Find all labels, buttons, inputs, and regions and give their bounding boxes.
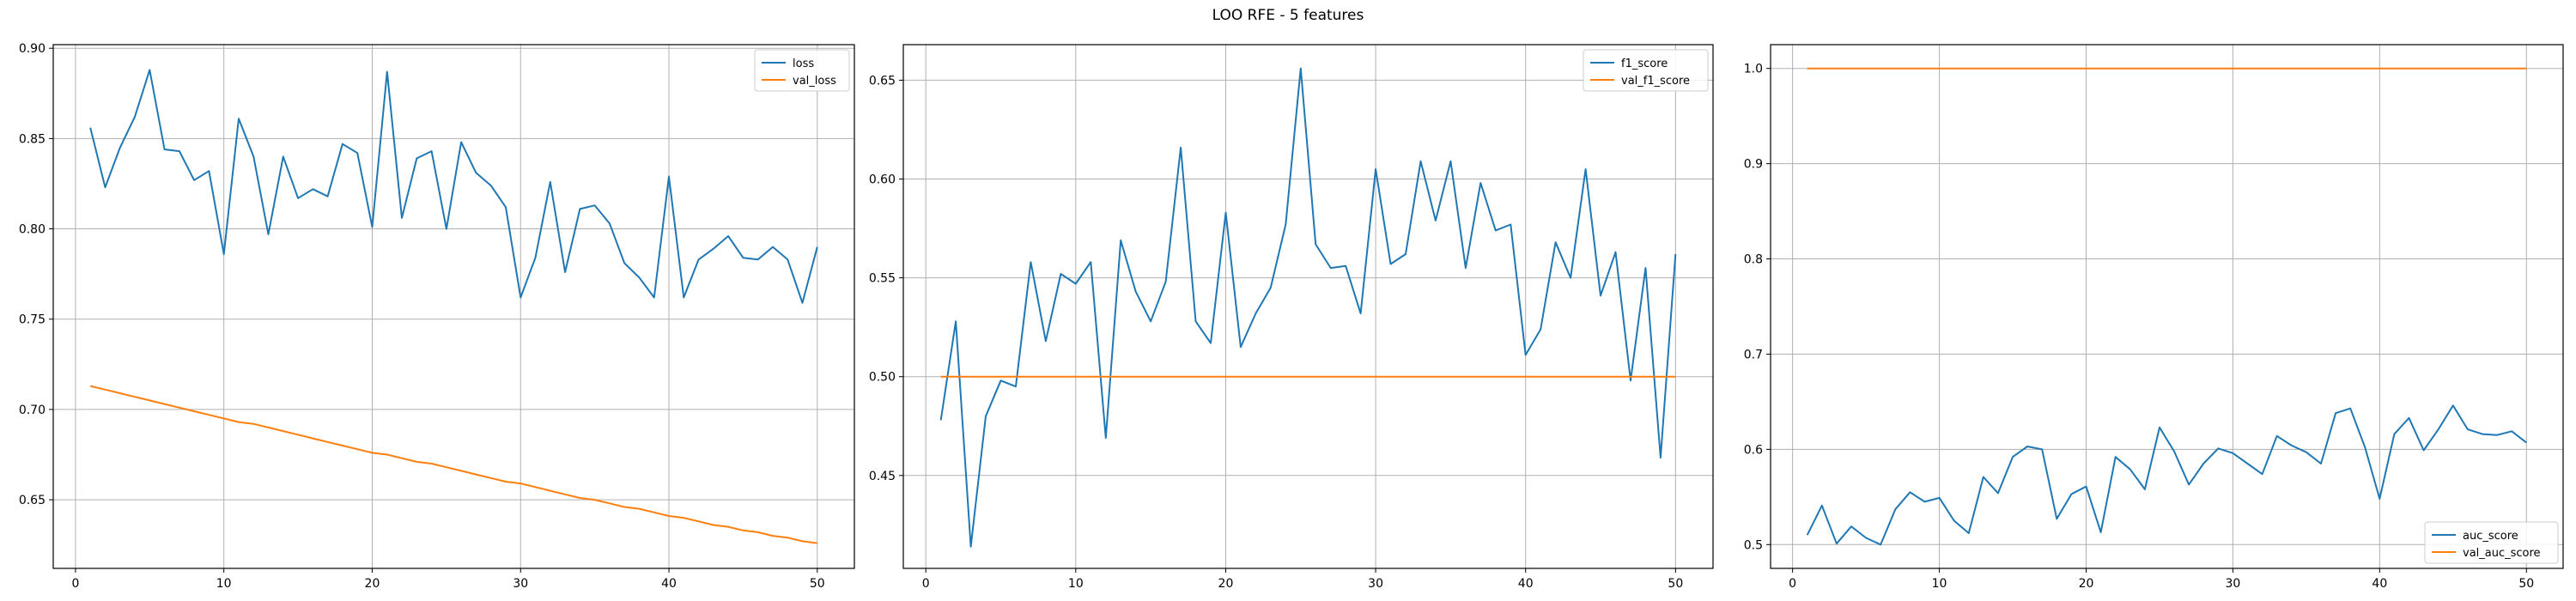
- x-tick-label: 0: [71, 577, 79, 591]
- x-tick-label: 10: [216, 577, 232, 591]
- y-tick-label: 0.5: [1744, 538, 1763, 552]
- y-tick-label: 1.0: [1744, 63, 1763, 76]
- x-tick-label: 20: [2079, 577, 2094, 591]
- legend: f1_score val_f1_score: [1583, 49, 1709, 92]
- y-tick-label: 0.55: [869, 272, 896, 286]
- y-tick-label: 0.7: [1744, 348, 1763, 361]
- legend: auc_score val_auc_score: [2424, 521, 2559, 564]
- y-tick-label: 0.9: [1744, 158, 1763, 172]
- x-tick-label: 20: [1218, 577, 1234, 591]
- series-line-f1-score: [939, 67, 1677, 548]
- y-tick-label: 0.8: [1744, 253, 1763, 267]
- y-tick-label: 0.6: [1744, 443, 1763, 457]
- y-tick-label: 0.75: [19, 313, 46, 327]
- x-tick-label: 40: [661, 577, 677, 591]
- y-tick-label: 0.50: [869, 371, 896, 385]
- y-tick-label: 0.45: [869, 470, 896, 483]
- subplot-auc-score: 0 10 20 30 40 50 0.5 0.6 0.7 0.8 0.9 1.0 auc_scoreva…: [1744, 44, 2564, 591]
- legend-label: auc_score: [2463, 530, 2518, 543]
- series-line-auc-score: [1806, 404, 2527, 546]
- series-line-val-loss: [89, 385, 817, 544]
- axes-frame: [52, 44, 855, 569]
- x-tick-label: 30: [2226, 577, 2241, 591]
- x-tick-label: 30: [1368, 577, 1383, 591]
- y-tick-label: 0.85: [19, 132, 46, 146]
- subplot-loss: 0 10 20 30 40 50 0.65 0.70 0.75 0.80 0.85 0.90 loss v…: [19, 42, 855, 591]
- x-tick-label: 0: [922, 577, 930, 591]
- x-tick-label: 50: [810, 577, 825, 591]
- x-tick-label: 40: [1518, 577, 1534, 591]
- subplot-f1-score: 0 10 20 30 40 50 0.45 0.50 0.55 0.60 0.65 f1_scorev…: [869, 44, 1714, 591]
- legend-label: val_f1_score: [1621, 75, 1690, 88]
- series-line-loss: [89, 69, 818, 304]
- y-tick-label: 0.90: [19, 42, 46, 56]
- x-tick-label: 40: [2372, 577, 2387, 591]
- x-tick-label: 50: [1668, 577, 1683, 591]
- legend-box: [2424, 521, 2559, 564]
- y-tick-label: 0.60: [869, 173, 896, 187]
- y-tick-label: 0.65: [869, 74, 896, 88]
- legend-label: loss: [793, 58, 814, 70]
- y-tick-label: 0.70: [19, 404, 46, 417]
- x-tick-label: 30: [513, 577, 528, 591]
- y-tick-label: 0.80: [19, 223, 46, 237]
- legend: loss val_loss: [754, 49, 850, 92]
- figure-title: LOO RFE - 5 features: [1212, 7, 1364, 24]
- x-tick-label: 10: [1932, 577, 1947, 591]
- legend-label: f1_score: [1621, 58, 1668, 70]
- x-tick-label: 10: [1068, 577, 1084, 591]
- legend-box: [1583, 49, 1709, 92]
- y-tick-label: 0.65: [19, 494, 46, 507]
- legend-label: val_auc_score: [2463, 547, 2541, 560]
- x-tick-label: 20: [365, 577, 380, 591]
- axes-frame: [1770, 44, 2564, 569]
- axes-frame: [902, 44, 1714, 569]
- x-tick-label: 50: [2518, 577, 2534, 591]
- legend-label: val_loss: [793, 75, 836, 88]
- x-tick-label: 0: [1789, 577, 1796, 591]
